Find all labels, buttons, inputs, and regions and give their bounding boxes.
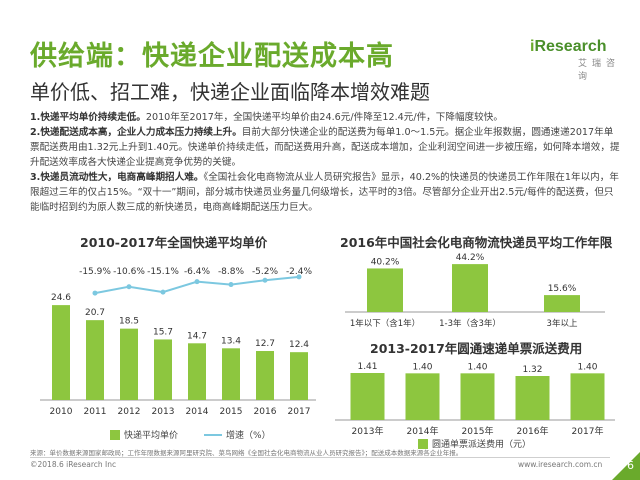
copyright: ©2018.6 iResearch Inc	[30, 460, 117, 469]
growth-point	[194, 279, 200, 285]
legend-bar-swatch	[418, 438, 428, 449]
price-value-label: 12.4	[289, 340, 309, 350]
price-value-label: 15.7	[153, 327, 173, 337]
tenure-value-label: 44.2%	[456, 253, 485, 263]
page-number: 6	[627, 459, 634, 472]
legend-bar-label: 快递平均单价	[124, 431, 179, 441]
price-value-label: 24.6	[51, 293, 71, 303]
tenure-bar	[452, 264, 488, 312]
iresearch-logo: iResearch 艾瑞咨询	[530, 38, 621, 82]
legend-line-label: 增速（%）	[226, 431, 271, 441]
tenure-bar	[367, 268, 403, 312]
year-tick-label: 2013	[152, 407, 175, 417]
price-value-label: 18.5	[119, 317, 139, 327]
bullet-item: 1.快递平均单价持续走低。2010年至2017年，全国快递平均单价由24.6元/…	[30, 112, 503, 123]
price-bar	[52, 305, 70, 400]
year-tick-label: 2013年	[352, 425, 384, 437]
growth-point	[126, 284, 132, 290]
right-bottom-chart-title: 2013-2017年圆通速递单票派送费用	[370, 341, 583, 356]
growth-value-label: -2.4%	[286, 267, 313, 277]
site-url: www.iresearch.com.cn	[518, 460, 603, 469]
fee-value-label: 1.41	[357, 362, 377, 372]
year-tick-label: 2017	[288, 407, 311, 417]
price-value-label: 14.7	[187, 331, 207, 341]
growth-point	[92, 290, 98, 296]
price-bar	[222, 348, 240, 400]
bullet-item: 3.快递员流动性大，电商高峰期招人难。《全国社会化电商物流从业人员研究报告》显示…	[30, 172, 619, 213]
fee-bar	[350, 373, 385, 420]
fee-bar	[405, 373, 440, 420]
price-bar	[290, 352, 308, 400]
fee-bar	[460, 373, 495, 420]
growth-value-label: -10.6%	[113, 267, 145, 277]
fee-value-label: 1.40	[412, 362, 432, 372]
year-tick-label: 2014年	[407, 425, 439, 437]
delivery-fee-chart: 1.41 2013年 1.40 2014年 1.40 2015年 1.32 2016年 1.40…	[335, 362, 615, 437]
year-tick-label: 2016年	[517, 425, 549, 437]
year-tick-label: 2016	[254, 407, 277, 417]
footer-divider	[30, 457, 610, 458]
growth-point	[296, 274, 302, 280]
tenure-category-label: 3年以上	[547, 318, 578, 329]
right-bottom-chart-legend: 圆通单票派送费用（元）	[418, 437, 531, 450]
price-bar	[154, 339, 172, 400]
tenure-category-label: 1-3年（含3年）	[439, 318, 501, 329]
year-tick-label: 2015	[220, 407, 243, 417]
page-corner	[612, 452, 640, 480]
tenure-category-label: 1年以下（含1年）	[350, 318, 420, 329]
growth-value-label: -8.8%	[218, 267, 245, 277]
price-bar	[188, 343, 206, 400]
price-value-label: 12.7	[255, 339, 275, 349]
growth-point	[228, 282, 234, 288]
price-bar	[256, 351, 274, 400]
tenure-bar	[544, 295, 580, 312]
year-tick-label: 2014	[186, 407, 209, 417]
right-top-chart-title: 2016年中国社会化电商物流快递员平均工作年限	[340, 235, 613, 250]
growth-value-label: -6.4%	[184, 267, 211, 277]
price-chart: 24.6 2010 20.7 2011 -15.9% 18.5 2012 -10.6% 15.7…	[40, 267, 316, 417]
left-chart-title: 2010-2017年全国快递平均单价	[80, 235, 268, 250]
year-tick-label: 2011	[84, 407, 107, 417]
left-chart-legend: 快递平均单价 增速（%）	[110, 428, 271, 441]
year-tick-label: 2015年	[462, 425, 494, 437]
year-tick-label: 2012	[118, 407, 141, 417]
tenure-value-label: 15.6%	[548, 284, 577, 294]
price-value-label: 20.7	[85, 308, 105, 318]
legend-bar-swatch	[110, 429, 120, 440]
legend-line-swatch	[204, 433, 223, 436]
fee-bar	[570, 373, 605, 420]
source-note: 来源：单价数据来源国家邮政局；工作年限数据来源阿里研究院、菜鸟网络《全国社会化电…	[30, 449, 463, 457]
price-bar	[120, 328, 138, 400]
year-tick-label: 2017年	[572, 425, 604, 437]
growth-value-label: -5.2%	[252, 267, 279, 277]
fee-value-label: 1.40	[467, 362, 487, 372]
page-subtitle: 单价低、招工难，快递企业面临降本增效难题	[30, 80, 430, 104]
price-value-label: 13.4	[221, 336, 241, 346]
bullet-list: 1.快递平均单价持续走低。2010年至2017年，全国快递平均单价由24.6元/…	[30, 110, 622, 215]
growth-value-label: -15.9%	[79, 267, 111, 277]
tenure-value-label: 40.2%	[371, 257, 400, 267]
fee-value-label: 1.32	[522, 365, 542, 375]
growth-value-label: -15.1%	[147, 267, 179, 277]
tenure-chart: 40.2% 1年以下（含1年） 44.2% 1-3年（含3年） 15.6% 3年以上	[345, 253, 605, 329]
fee-bar	[515, 376, 550, 420]
page-title: 供给端：快递企业配送成本高	[30, 41, 394, 72]
bullet-item: 2.快递配送成本高，企业人力成本压力持续上升。目前大部分快递企业的配送费为每单1…	[30, 127, 620, 168]
fee-value-label: 1.40	[577, 362, 597, 372]
growth-point	[160, 289, 166, 295]
year-tick-label: 2010	[50, 407, 73, 417]
legend-bar-label: 圆通单票派送费用（元）	[432, 440, 532, 450]
growth-point	[262, 277, 268, 283]
price-bar	[86, 320, 104, 400]
